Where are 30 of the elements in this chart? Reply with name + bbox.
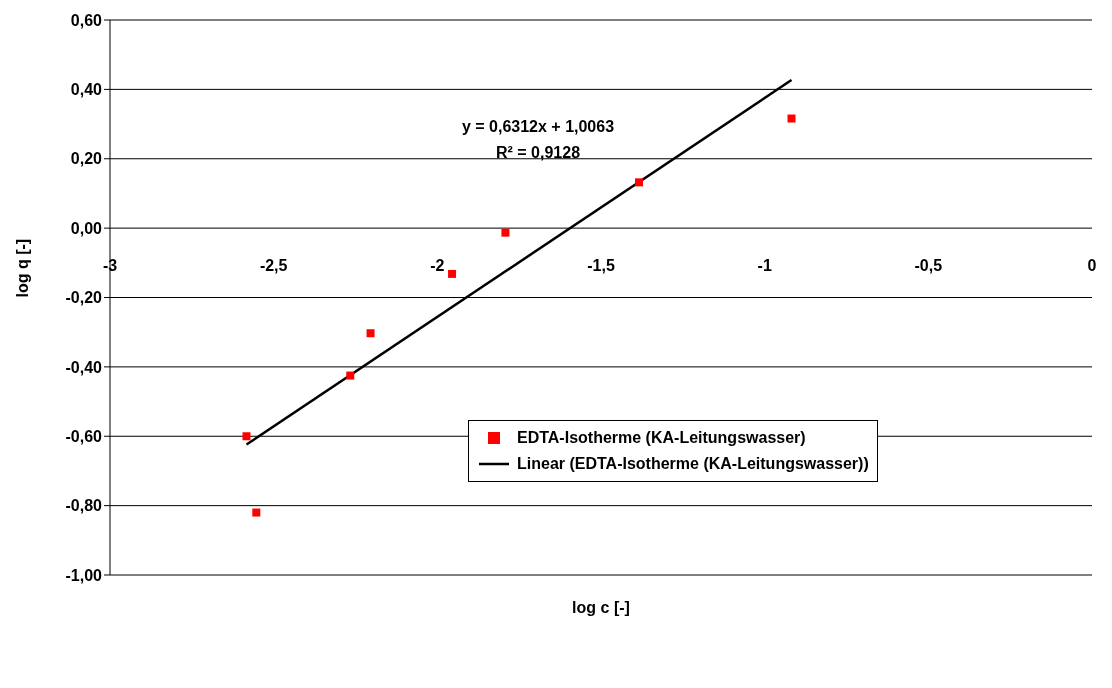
- y-tick-label: -0,60: [65, 427, 103, 445]
- x-tick-label: -2: [430, 257, 445, 275]
- x-tick-label: -1,5: [587, 257, 615, 275]
- y-tick-label: 0,20: [70, 150, 103, 168]
- x-tick-label: -1: [757, 257, 772, 275]
- x-axis-title: log c [-]: [572, 599, 630, 616]
- point: [366, 329, 375, 338]
- y-tick-label: 0,60: [70, 11, 103, 29]
- x-tick-label: -0,5: [914, 257, 943, 275]
- x-tick-label: -3: [102, 257, 118, 275]
- x-tick-label: -2,5: [259, 257, 288, 275]
- point: [501, 228, 510, 237]
- y-tick-label: -0,80: [65, 497, 103, 515]
- y-tick-label: -0,40: [65, 358, 103, 376]
- point: [346, 371, 355, 380]
- annotation: R² = 0,9128: [494, 143, 582, 163]
- point: [787, 114, 796, 123]
- point: [242, 432, 251, 441]
- y-tick-label: -0,20: [65, 289, 103, 307]
- y-tick-label: -1,00: [65, 566, 103, 584]
- point: [252, 508, 261, 517]
- y-tick-label: 0,40: [70, 81, 103, 99]
- legend-label: Linear (EDTA-Isotherme (KA-Leitungswasser)): [517, 454, 869, 474]
- point: [634, 178, 643, 187]
- annotation: y = 0,6312x + 1,0063: [460, 117, 616, 137]
- x-tick-label: 0: [1087, 257, 1097, 275]
- y-tick-label: 0,00: [70, 219, 103, 237]
- y-axis-title: log q [-]: [13, 238, 31, 298]
- legend-label: EDTA-Isotherme (KA-Leitungswasser): [517, 428, 806, 448]
- point: [448, 269, 457, 278]
